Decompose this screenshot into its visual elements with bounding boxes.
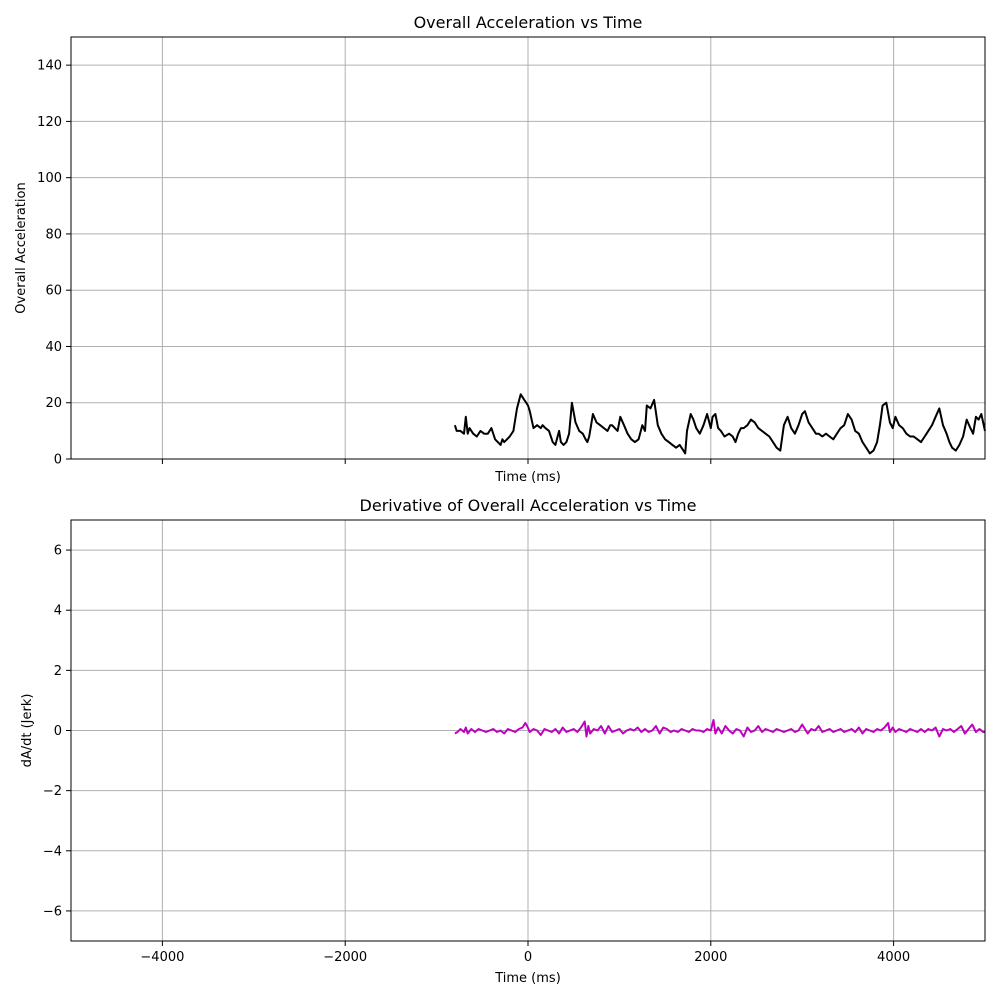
x-axis-label: Time (ms) bbox=[494, 470, 561, 485]
x-tick-label: 2000 bbox=[694, 950, 727, 965]
y-tick-label: 20 bbox=[45, 396, 62, 411]
x-tick-label: 0 bbox=[524, 950, 532, 965]
y-tick-label: 0 bbox=[54, 453, 62, 468]
y-tick-label: 4 bbox=[54, 604, 62, 619]
series-line bbox=[453, 393, 986, 455]
y-tick-label: 60 bbox=[45, 284, 62, 299]
chart-title: Overall Acceleration vs Time bbox=[414, 13, 643, 32]
x-tick-label: 4000 bbox=[877, 950, 910, 965]
y-tick-label: 120 bbox=[37, 115, 62, 130]
y-tick-label: −4 bbox=[43, 844, 62, 859]
series-line bbox=[454, 719, 985, 738]
chart-title: Derivative of Overall Acceleration vs Ti… bbox=[360, 496, 697, 515]
y-tick-label: 140 bbox=[37, 59, 62, 74]
y-axis-label: dA/dt (Jerk) bbox=[20, 694, 35, 768]
y-tick-label: −6 bbox=[43, 904, 62, 919]
x-tick-label: −2000 bbox=[323, 950, 367, 965]
y-tick-label: −2 bbox=[43, 784, 62, 799]
acceleration-panel: 0 20 40 60 80 100 120 140 Overall Acceleration v… bbox=[14, 13, 986, 485]
x-axis-label: Time (ms) bbox=[494, 971, 561, 986]
jerk-panel: −4000 −2000 0 2000 4000 −6 −4 −2 0 2 4 6 Derivative … bbox=[20, 496, 986, 986]
y-tick-label: 0 bbox=[54, 724, 62, 739]
y-tick-label: 100 bbox=[37, 171, 62, 186]
y-tick-label: 2 bbox=[54, 664, 62, 679]
y-tick-label: 40 bbox=[45, 340, 62, 355]
y-tick-label: 6 bbox=[54, 544, 62, 559]
x-tick-label: −4000 bbox=[140, 950, 184, 965]
y-tick-label: 80 bbox=[45, 227, 62, 242]
y-axis-label: Overall Acceleration bbox=[14, 182, 29, 313]
